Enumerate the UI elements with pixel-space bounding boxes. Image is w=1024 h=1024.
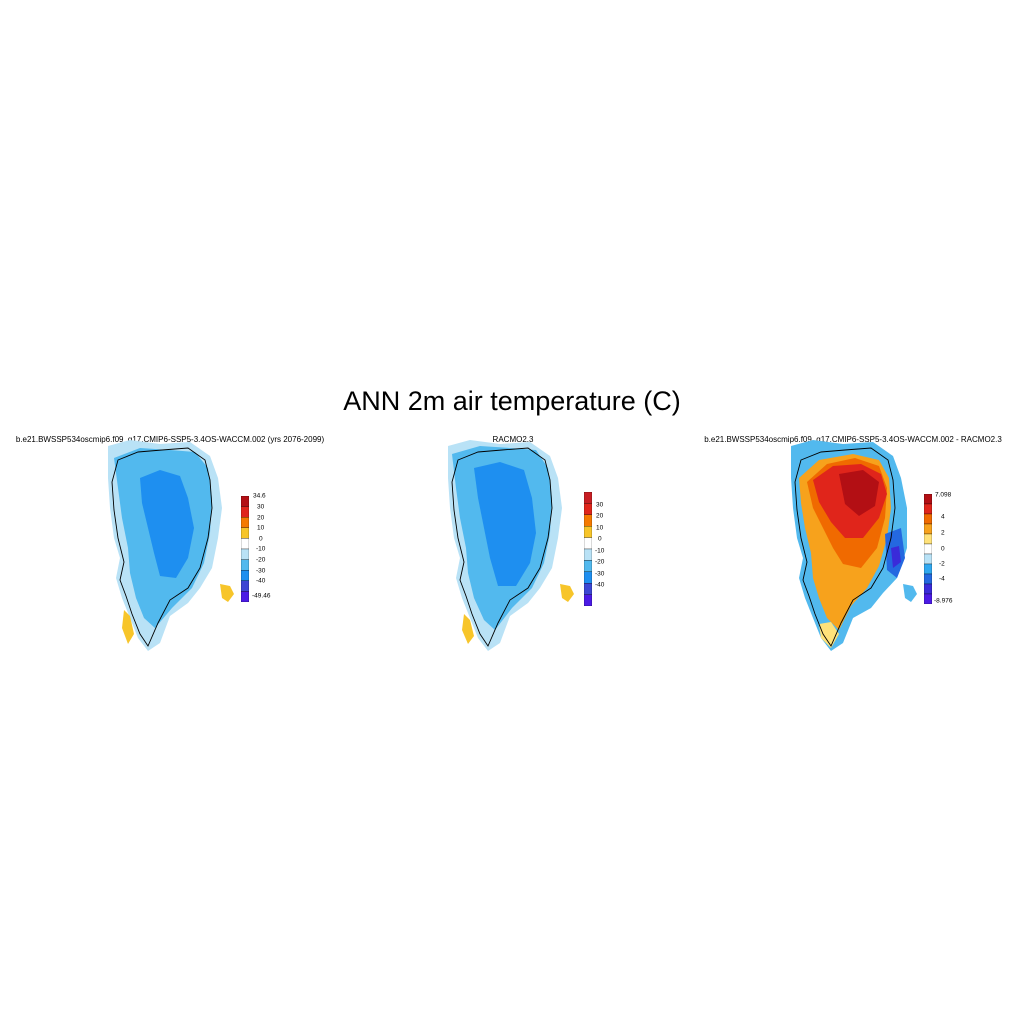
- panel-3-cbar-label: -8.976: [934, 597, 953, 605]
- panel-2-cbar-bin: [583, 537, 593, 550]
- panel-1-cbar-bin: [240, 570, 250, 581]
- panel-3-title: b.e21.BWSSP534oscmip6.f09_g17.CMIP6-SSP5…: [704, 435, 1002, 444]
- panel-2-cbar-label: -30: [595, 570, 605, 578]
- panel-1-cbar-label: 20: [257, 514, 265, 522]
- panel-1-cbar-label: -49.46: [252, 592, 271, 600]
- panel-1-cbar-label: -20: [256, 556, 266, 564]
- panel-2-cbar-label: 30: [596, 501, 604, 509]
- panel-1-cbar-label: 10: [257, 524, 265, 532]
- panel-2-island: [560, 584, 574, 602]
- panel-2-cbar-label: -40: [595, 581, 605, 589]
- panel-2-colorbar: 30 20 10 0 -10 -20 -30 -40: [583, 491, 604, 611]
- panel-1-cbar-bin: [240, 517, 250, 528]
- panel-1-cbar-label: -30: [256, 567, 266, 575]
- panel-1-colorbar: 34.6 30 20 10 0 -10 -20 -30 -40 -49.46: [240, 493, 270, 607]
- panel-2-cbar-bin: [583, 526, 593, 538]
- panel-3-south-cream: [819, 622, 839, 648]
- panel-2-cbar-bin: [583, 571, 593, 584]
- panel-3-cbar-bin: [923, 503, 933, 515]
- panel-2-cbar-bin: [583, 514, 593, 527]
- panel-3-cbar-bin: [923, 583, 933, 595]
- panel-3-cbar-bin: [923, 513, 933, 525]
- panel-1-map: [108, 440, 234, 651]
- panel-2-cbar-bin: [583, 503, 593, 515]
- panel-2-title: RACMO2.3: [492, 435, 534, 444]
- panel-2-cbar-bin: [583, 491, 593, 504]
- panel-3-colorbar: 7.098 4 2 0 -2 -4 -8.976: [923, 492, 952, 609]
- panel-3-east-cool-2: [891, 546, 901, 568]
- panel-1-island: [220, 584, 234, 602]
- panel-3-cbar-label: 7.098: [935, 491, 952, 499]
- panel-1-south-tip: [122, 610, 134, 644]
- panel-1-cbar-bin: [240, 538, 250, 550]
- panel-3-cbar-label: -4: [939, 575, 945, 583]
- panel-3-cbar-bin: [923, 553, 933, 565]
- panel-3-cbar-label: -2: [939, 560, 945, 568]
- panel-1-summit: [140, 470, 194, 578]
- panel-2-cbar-bin: [583, 560, 593, 572]
- panel-1-cbar-bin: [240, 506, 250, 518]
- panel-1-cbar-bin: [240, 580, 250, 592]
- panel-3-cbar-bin: [923, 533, 933, 545]
- panel-3-cbar-bin: [923, 573, 933, 585]
- panel-3-map: [791, 440, 917, 651]
- panel-2-cbar-bin: [583, 594, 593, 607]
- panel-3-cbar-bin: [923, 543, 933, 555]
- panel-1-cbar-bin: [240, 591, 250, 603]
- panel-2-cbar-bin: [583, 548, 593, 561]
- panel-2-summit: [474, 462, 536, 586]
- panel-3-cbar-label: 0: [941, 545, 945, 553]
- panel-3-cbar-bin: [923, 593, 933, 605]
- panel-1-cbar-label: 30: [257, 503, 265, 511]
- panel-1-title: b.e21.BWSSP534oscmip6.f09_g17.CMIP6-SSP5…: [15, 435, 325, 444]
- panel-3-cbar-bin: [923, 493, 933, 505]
- panel-1-cbar-label: 34.6: [253, 492, 266, 500]
- panel-1-cbar-label: 0: [259, 535, 263, 543]
- panel-3-island: [903, 584, 917, 602]
- panel-1-cbar-bin: [240, 527, 250, 539]
- panel-2-cbar-label: -10: [595, 547, 605, 555]
- panel-1-cbar-label: -10: [256, 545, 266, 553]
- panel-1-cbar-bin: [240, 495, 250, 507]
- panel-1-cbar-bin: [240, 548, 250, 560]
- panel-3-cbar-bin: [923, 563, 933, 575]
- figure-title: ANN 2m air temperature (C): [343, 386, 681, 416]
- panel-3-cbar-label: 4: [941, 513, 945, 521]
- panel-2-cbar-bin: [583, 583, 593, 595]
- panel-2-cbar-label: -20: [595, 558, 605, 566]
- panel-3-cbar-label: 2: [941, 529, 945, 537]
- panel-3-dark-red: [839, 470, 879, 516]
- panel-2-coastline: [451, 447, 553, 647]
- panel-3-cbar-bin: [923, 523, 933, 535]
- panel-2-cbar-label: 20: [596, 512, 604, 520]
- panel-2-cbar-label: 10: [596, 524, 604, 532]
- panel-2-south-tip: [462, 614, 474, 644]
- panel-1-coastline: [111, 447, 213, 647]
- panel-2-map: [448, 440, 574, 651]
- panel-1-cbar-bin: [240, 559, 250, 571]
- panel-3-coastline: [794, 447, 896, 647]
- panel-2-cbar-label: 0: [598, 535, 602, 543]
- panel-1-cbar-label: -40: [256, 577, 266, 585]
